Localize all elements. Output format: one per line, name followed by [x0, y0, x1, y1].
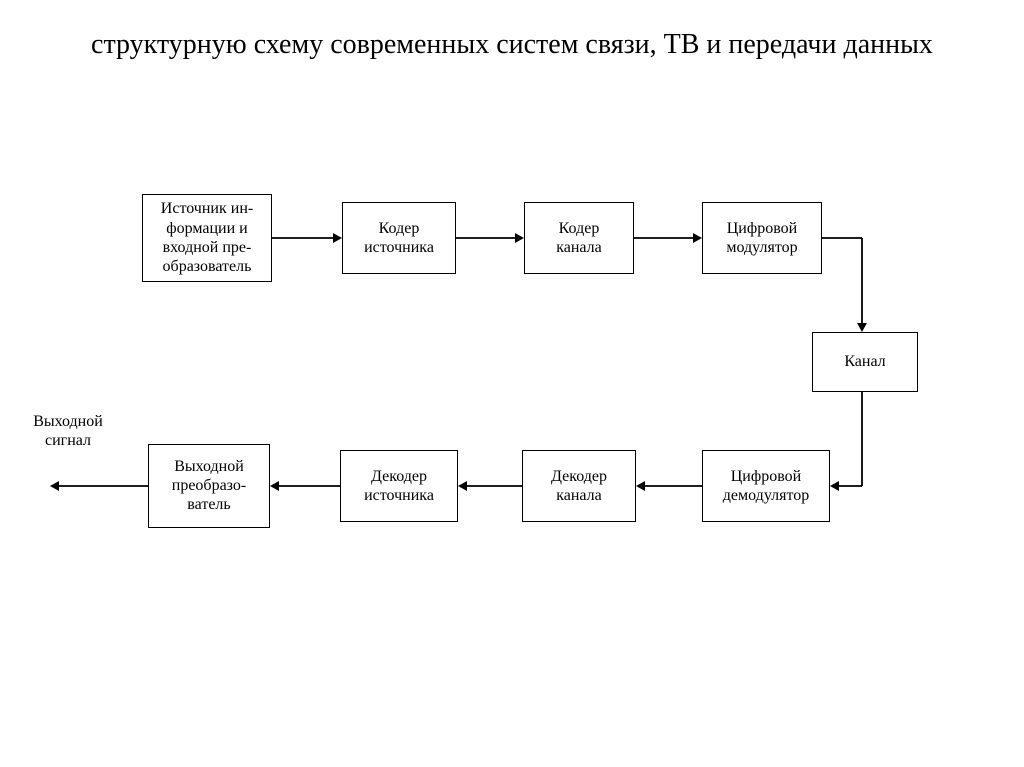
flowchart: Источник ин-формации ивходной пре-образо… — [0, 74, 1024, 694]
node-channel: Канал — [812, 332, 918, 392]
node-demodulator: Цифровойдемодулятор — [702, 450, 830, 522]
node-chan-decoder: Декодерканала — [522, 450, 636, 522]
node-modulator: Цифровоймодулятор — [702, 202, 822, 274]
node-src-decoder: Декодеристочника — [340, 450, 458, 522]
node-src-encoder: Кодеристочника — [342, 202, 456, 274]
node-source: Источник ин-формации ивходной пре-образо… — [142, 194, 272, 282]
label-output-signal: Выходнойсигнал — [20, 412, 116, 450]
page-title: структурную схему современных систем свя… — [0, 0, 1024, 74]
node-output-conv: Выходнойпреобразо-ватель — [148, 444, 270, 528]
node-chan-encoder: Кодерканала — [524, 202, 634, 274]
